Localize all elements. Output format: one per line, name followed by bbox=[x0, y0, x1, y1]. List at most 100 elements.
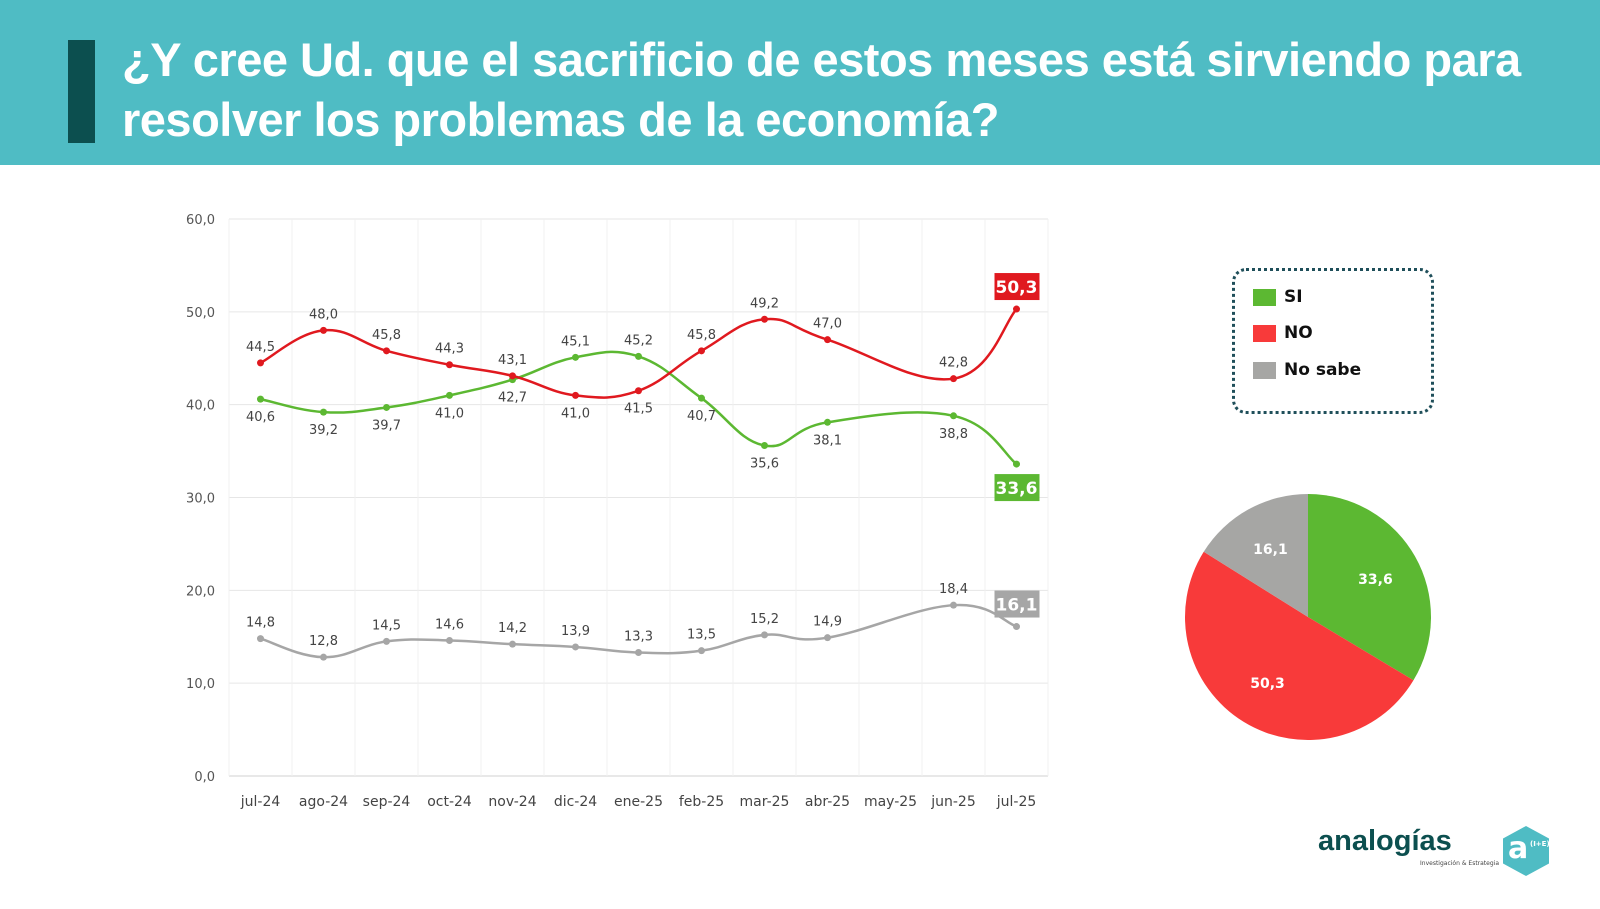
data-point bbox=[698, 347, 705, 355]
data-label: 13,9 bbox=[561, 624, 590, 639]
data-point bbox=[635, 649, 642, 657]
data-label: 50,3 bbox=[996, 278, 1038, 298]
data-label: 14,2 bbox=[498, 621, 527, 636]
pie-label: 33,6 bbox=[1358, 572, 1393, 588]
data-label: 39,2 bbox=[309, 423, 338, 438]
highlight-badge bbox=[994, 590, 1040, 618]
x-tick-label: may-25 bbox=[864, 794, 917, 810]
y-tick-label: 30,0 bbox=[186, 492, 215, 507]
data-label: 16,1 bbox=[996, 596, 1038, 616]
data-label: 35,6 bbox=[750, 457, 779, 472]
data-label: 40,6 bbox=[246, 410, 275, 425]
pie-label: 16,1 bbox=[1253, 542, 1288, 558]
series-line-no-sabe bbox=[260, 603, 1017, 659]
data-point bbox=[698, 394, 705, 402]
data-point bbox=[446, 391, 453, 399]
data-point bbox=[320, 408, 327, 416]
legend-item-no: NO bbox=[1253, 323, 1313, 343]
data-label: 40,7 bbox=[687, 409, 716, 424]
data-label: 44,5 bbox=[246, 340, 275, 355]
data-point bbox=[761, 442, 768, 450]
data-point bbox=[572, 391, 579, 399]
data-label: 14,9 bbox=[813, 615, 842, 630]
x-tick-label: abr-25 bbox=[805, 794, 850, 810]
data-point bbox=[950, 601, 957, 609]
x-tick-label: nov-24 bbox=[488, 794, 536, 810]
x-tick-label: jul-25 bbox=[996, 794, 1037, 810]
legend-swatch bbox=[1253, 324, 1276, 342]
x-tick-label: jul-24 bbox=[240, 794, 281, 810]
x-tick-label: dic-24 bbox=[554, 794, 597, 810]
data-point bbox=[698, 647, 705, 655]
data-label: 41,5 bbox=[624, 402, 653, 417]
data-label: 41,0 bbox=[435, 406, 464, 421]
data-point bbox=[1013, 305, 1020, 313]
y-tick-label: 60,0 bbox=[186, 213, 215, 228]
legend-item-nosabe: No sabe bbox=[1253, 360, 1361, 380]
x-tick-label: sep-24 bbox=[363, 794, 411, 810]
data-point bbox=[383, 347, 390, 355]
pie-slice-no-sabe bbox=[1203, 494, 1308, 617]
data-label: 45,8 bbox=[372, 328, 401, 343]
logo-mark-sup: (I+E) bbox=[1530, 840, 1550, 848]
data-point bbox=[635, 352, 642, 360]
y-tick-label: 20,0 bbox=[186, 584, 215, 599]
data-point bbox=[824, 634, 831, 642]
pie-slice-no bbox=[1185, 551, 1414, 740]
y-tick-label: 40,0 bbox=[186, 399, 215, 414]
legend-label: No sabe bbox=[1284, 360, 1362, 380]
legend-label: NO bbox=[1284, 323, 1313, 343]
header-banner: ¿Y cree Ud. que el sacrificio de estos m… bbox=[0, 0, 1600, 165]
data-point bbox=[950, 412, 957, 420]
y-tick-label: 50,0 bbox=[186, 306, 215, 321]
data-point bbox=[320, 653, 327, 661]
legend: SI NO No sabe bbox=[1232, 268, 1434, 414]
data-label: 14,5 bbox=[372, 618, 401, 633]
highlight-badge bbox=[994, 273, 1040, 301]
data-label: 14,8 bbox=[246, 616, 275, 631]
x-tick-label: oct-24 bbox=[427, 794, 472, 810]
x-tick-label: ago-24 bbox=[299, 794, 348, 810]
data-label: 14,6 bbox=[435, 617, 464, 632]
page-title: ¿Y cree Ud. que el sacrificio de estos m… bbox=[122, 33, 1521, 146]
legend-swatch bbox=[1253, 361, 1276, 379]
legend-label: SI bbox=[1284, 287, 1303, 307]
data-label: 42,8 bbox=[939, 356, 968, 371]
x-tick-label: jun-25 bbox=[930, 794, 976, 810]
pie-label: 50,3 bbox=[1250, 676, 1285, 692]
data-label: 48,0 bbox=[309, 307, 338, 322]
data-label: 49,2 bbox=[750, 296, 779, 311]
pie-slice-si bbox=[1308, 494, 1431, 681]
data-label: 42,7 bbox=[498, 391, 527, 406]
data-label: 13,5 bbox=[687, 628, 716, 643]
data-label: 47,0 bbox=[813, 317, 842, 332]
data-point bbox=[446, 361, 453, 369]
y-tick-label: 10,0 bbox=[186, 677, 215, 692]
data-point bbox=[761, 631, 768, 639]
legend-swatch bbox=[1253, 288, 1276, 306]
highlight-badge bbox=[994, 474, 1040, 502]
data-point bbox=[761, 315, 768, 323]
data-point bbox=[950, 375, 957, 383]
data-label: 45,2 bbox=[624, 333, 653, 348]
data-point bbox=[446, 636, 453, 644]
data-point bbox=[257, 395, 264, 403]
data-point bbox=[509, 640, 516, 648]
accent-bar bbox=[68, 40, 95, 143]
data-point bbox=[824, 418, 831, 426]
x-tick-label: feb-25 bbox=[679, 794, 724, 810]
data-point bbox=[257, 635, 264, 643]
data-point bbox=[572, 353, 579, 361]
data-label: 44,3 bbox=[435, 342, 464, 357]
data-point bbox=[635, 387, 642, 395]
x-tick-label: ene-25 bbox=[614, 794, 663, 810]
data-label: 18,4 bbox=[939, 582, 968, 597]
data-point bbox=[1013, 460, 1020, 468]
data-label: 45,8 bbox=[687, 328, 716, 343]
data-point bbox=[383, 637, 390, 645]
data-point bbox=[1013, 623, 1020, 631]
data-label: 39,7 bbox=[372, 418, 401, 433]
data-label: 45,1 bbox=[561, 334, 590, 349]
data-point bbox=[509, 372, 516, 380]
